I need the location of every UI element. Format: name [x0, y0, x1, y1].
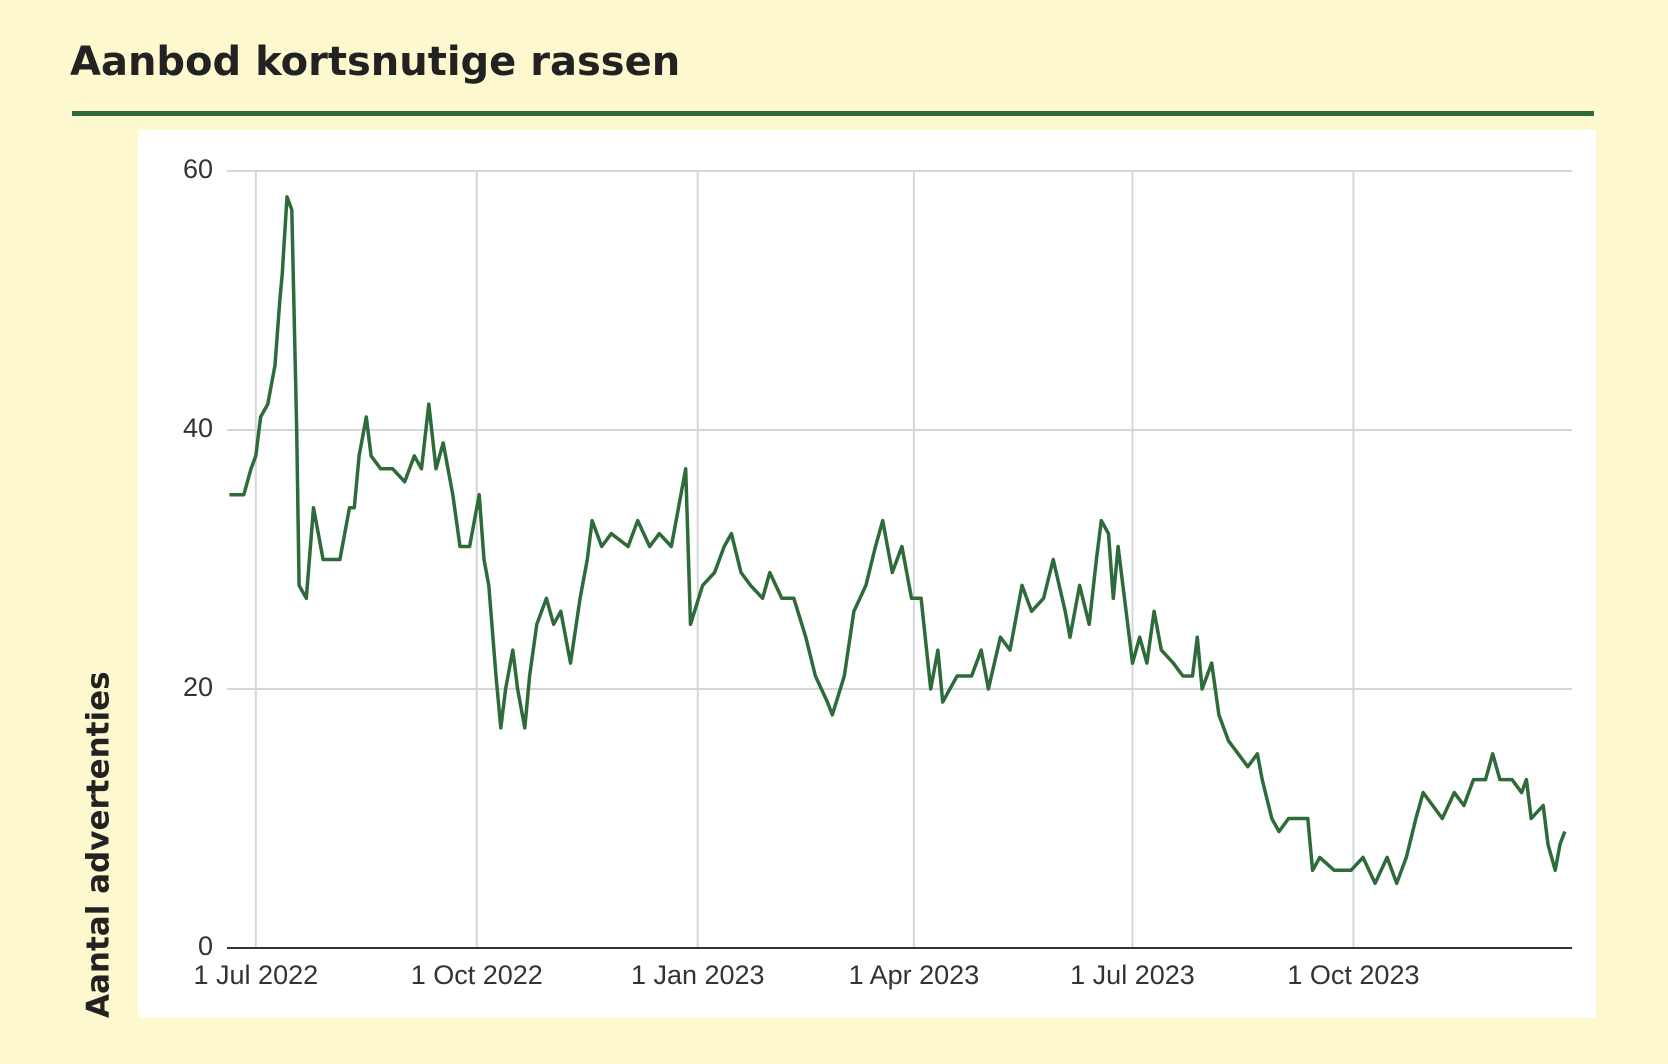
x-tick-label: 1 Jul 2022 [194, 960, 319, 990]
x-tick-label: 1 Jul 2023 [1070, 960, 1195, 990]
title-rule [72, 111, 1594, 116]
y-axis-title: Aantal advertenties [81, 671, 117, 1018]
y-tick-label: 40 [183, 413, 213, 443]
chart-title: Aanbod kortsnutige rassen [70, 39, 680, 85]
data-line [229, 195, 1567, 886]
y-tick-label: 20 [183, 672, 213, 702]
y-tick-label: 0 [198, 931, 213, 961]
y-tick-label: 60 [183, 154, 213, 184]
x-tick-label: 1 Apr 2023 [849, 960, 980, 990]
x-tick-label: 1 Jan 2023 [631, 960, 765, 990]
x-tick-label: 1 Oct 2023 [1287, 960, 1419, 990]
x-tick-label: 1 Oct 2022 [411, 960, 543, 990]
